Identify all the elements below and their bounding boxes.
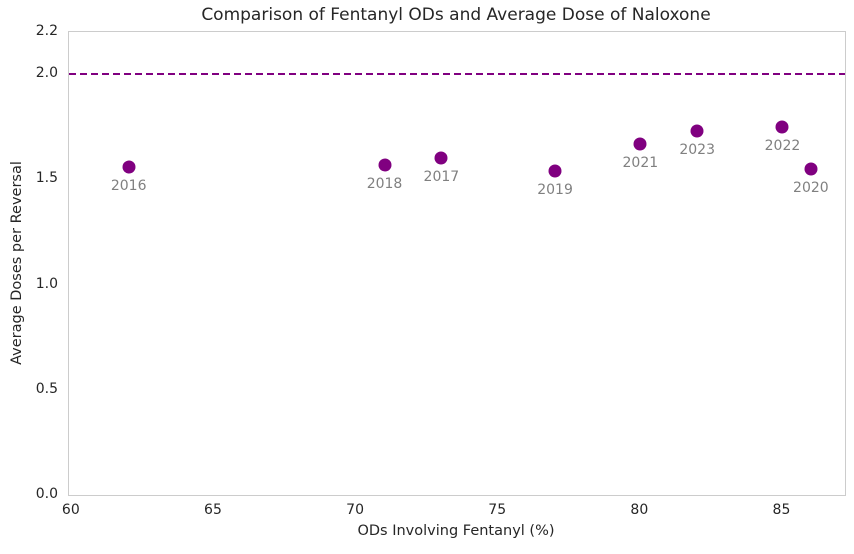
scatter-point bbox=[804, 162, 818, 176]
y-tick-label: 2.2 bbox=[35, 23, 58, 39]
x-tick-label: 80 bbox=[630, 502, 649, 518]
y-axis-title: Average Doses per Reversal bbox=[9, 161, 25, 365]
x-axis-title: ODs Involving Fentanyl (%) bbox=[357, 523, 555, 539]
plot-area: 2016 2017 2018 2019 2020 2021 2022 2023 bbox=[68, 31, 846, 496]
x-tick-label: 70 bbox=[346, 502, 364, 518]
point-year-label: 2023 bbox=[679, 141, 716, 158]
point-year-label: 2017 bbox=[423, 169, 460, 186]
point-year-label: 2019 bbox=[537, 181, 573, 198]
scatter-point bbox=[434, 151, 448, 165]
y-tick-label: 2.0 bbox=[35, 65, 58, 82]
x-tick-label: 85 bbox=[772, 502, 791, 518]
scatter-point bbox=[378, 158, 392, 172]
point-year-label: 2020 bbox=[793, 179, 829, 196]
point-year-label: 2021 bbox=[622, 154, 659, 171]
y-tick-label: 0.5 bbox=[35, 380, 58, 397]
x-tick-label: 75 bbox=[488, 502, 507, 518]
y-tick-label: 1.0 bbox=[35, 275, 58, 292]
point-year-label: 2018 bbox=[366, 175, 403, 192]
scatter-point bbox=[775, 120, 789, 134]
x-tick-label: 60 bbox=[61, 502, 80, 518]
scatter-point bbox=[690, 124, 704, 138]
chart-title: Comparison of Fentanyl ODs and Average D… bbox=[201, 5, 711, 25]
y-tick-label: 0.0 bbox=[35, 486, 58, 502]
reference-line bbox=[69, 73, 845, 76]
y-tick-label: 1.5 bbox=[35, 170, 58, 187]
scatter-point bbox=[122, 160, 136, 174]
scatter-point bbox=[548, 164, 562, 178]
point-year-label: 2016 bbox=[110, 177, 147, 194]
point-year-label: 2022 bbox=[764, 137, 801, 154]
scatter-point bbox=[633, 137, 647, 151]
x-tick-label: 65 bbox=[204, 502, 222, 518]
